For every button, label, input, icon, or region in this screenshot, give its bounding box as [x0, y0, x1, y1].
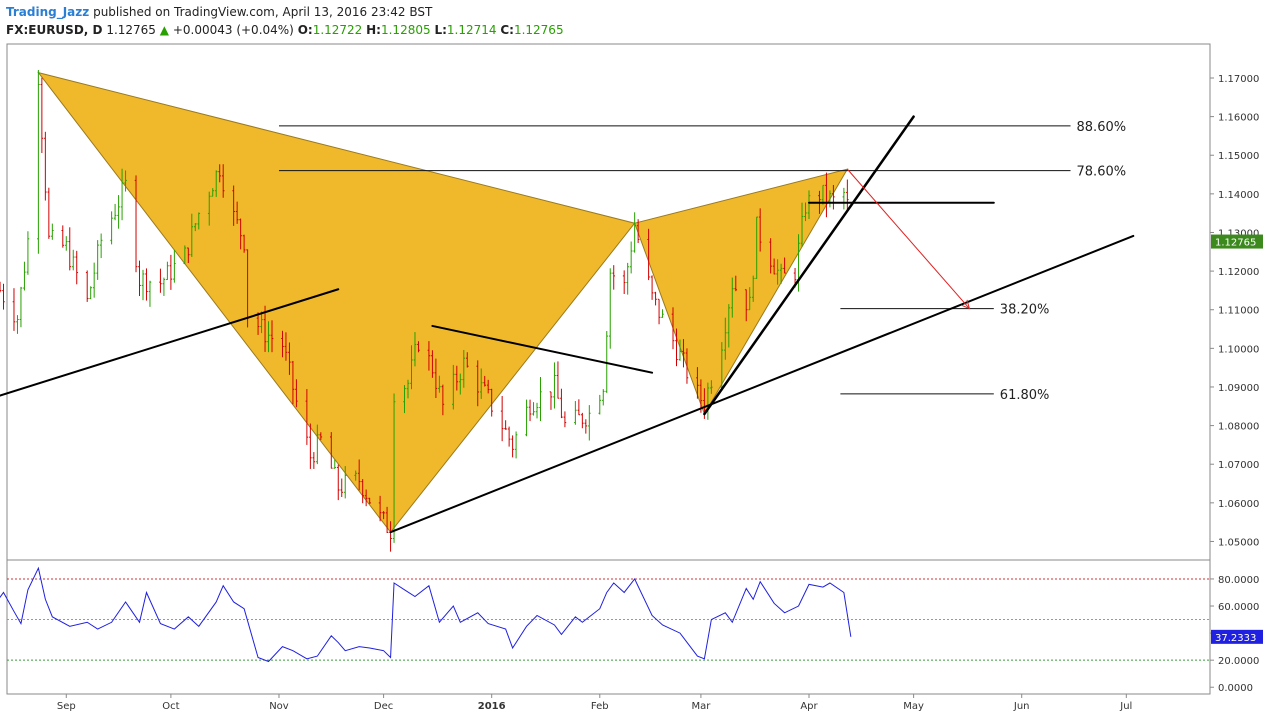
- last-price-tag-label: 1.12765: [1215, 238, 1256, 249]
- projection-arrow: [846, 168, 971, 310]
- low-label: L:: [434, 23, 447, 37]
- fib-label: 61.80%: [1000, 388, 1050, 403]
- chart-header: Trading_Jazz published on TradingView.co…: [6, 3, 564, 39]
- time-tick-label: Sep: [57, 701, 76, 712]
- pattern-triangle-1: [37, 71, 636, 534]
- low-value: 1.12714: [446, 23, 497, 37]
- time-tick-label: Nov: [269, 701, 289, 712]
- price-tick-label: 1.09000: [1218, 383, 1259, 394]
- published-text: published on TradingView.com, April 13, …: [93, 5, 433, 19]
- time-tick-label: Jun: [1013, 701, 1030, 712]
- high-value: 1.12805: [380, 23, 431, 37]
- time-tick-label: Mar: [691, 701, 711, 712]
- time-tick-label: Oct: [162, 701, 179, 712]
- price-tick-label: 1.11000: [1218, 306, 1259, 317]
- price-tick-label: 1.07000: [1218, 460, 1259, 471]
- high-label: H:: [366, 23, 381, 37]
- trendline: [431, 324, 654, 374]
- time-tick-label: Jul: [1119, 701, 1132, 712]
- pattern-triangle-2: [633, 168, 849, 416]
- price-tick-label: 1.12000: [1218, 267, 1259, 278]
- trendline: [389, 234, 1135, 534]
- close-label: C:: [500, 23, 514, 37]
- time-tick-label: May: [903, 701, 924, 712]
- symbol-label: FX:EURUSD, D: [6, 23, 103, 37]
- time-tick-label: 2016: [478, 701, 506, 712]
- price-tick-label: 1.10000: [1218, 344, 1259, 355]
- last-price-tag: [1211, 234, 1263, 249]
- price-tick-label: 1.08000: [1218, 422, 1259, 433]
- close-value: 1.12765: [513, 23, 564, 37]
- rsi-tick-label: 20.0000: [1218, 656, 1259, 667]
- harmonic-pattern: [37, 71, 849, 534]
- trendlines: [0, 115, 1135, 534]
- open-value: 1.12722: [312, 23, 363, 37]
- trendline: [703, 115, 915, 416]
- price-tick-label: 1.13000: [1218, 228, 1259, 239]
- time-tick-label: Dec: [374, 701, 393, 712]
- rsi-tick-label: 80.0000: [1218, 575, 1259, 586]
- rsi-tick-label: 0.0000: [1218, 683, 1253, 694]
- price-tick-label: 1.05000: [1218, 537, 1259, 548]
- rsi-value-tag-label: 37.2333: [1215, 633, 1256, 644]
- price-tick-label: 1.16000: [1218, 113, 1259, 124]
- author-link[interactable]: Trading_Jazz: [6, 5, 90, 19]
- fib-levels: 88.60% 78.60% 38.20% 61.80%: [278, 120, 1127, 403]
- time-tick-label: Feb: [591, 701, 609, 712]
- change-text: +0.00043 (+0.04%): [172, 23, 294, 37]
- last-price-text: 1.12765: [106, 23, 156, 37]
- publish-line: Trading_Jazz published on TradingView.co…: [6, 3, 564, 21]
- candles: [0, 70, 849, 552]
- price-axis[interactable]: 1.17000 1.16000 1.15000 1.14000 1.13000 1.120…: [1210, 74, 1263, 548]
- rsi-line: [0, 566, 852, 663]
- price-tick-label: 1.14000: [1218, 190, 1259, 201]
- projection-arrow-line: [846, 168, 970, 309]
- time-axis[interactable]: Sep Oct Nov Dec 2016 Feb Mar Apr May Jun Jul: [57, 694, 1133, 712]
- rsi-value-tag: [1211, 629, 1263, 644]
- rsi-panel: 80.000060.000040.000020.00000.000037.233…: [0, 566, 1263, 694]
- time-tick-label: Apr: [800, 701, 818, 712]
- price-tick-label: 1.15000: [1218, 151, 1259, 162]
- rsi-tick-label: 60.0000: [1218, 602, 1259, 613]
- fib-label: 78.60%: [1077, 165, 1127, 180]
- price-tick-label: 1.06000: [1218, 499, 1259, 510]
- fib-label: 88.60%: [1077, 120, 1127, 135]
- up-arrow-icon: ▲: [159, 23, 169, 37]
- projection-arrow-head: [960, 299, 971, 310]
- trendline: [0, 288, 340, 397]
- fib-label: 38.20%: [1000, 303, 1050, 318]
- open-label: O:: [297, 23, 313, 37]
- symbol-line: FX:EURUSD, D 1.12765 ▲ +0.00043 (+0.04%)…: [6, 21, 564, 39]
- price-tick-label: 1.17000: [1218, 74, 1259, 85]
